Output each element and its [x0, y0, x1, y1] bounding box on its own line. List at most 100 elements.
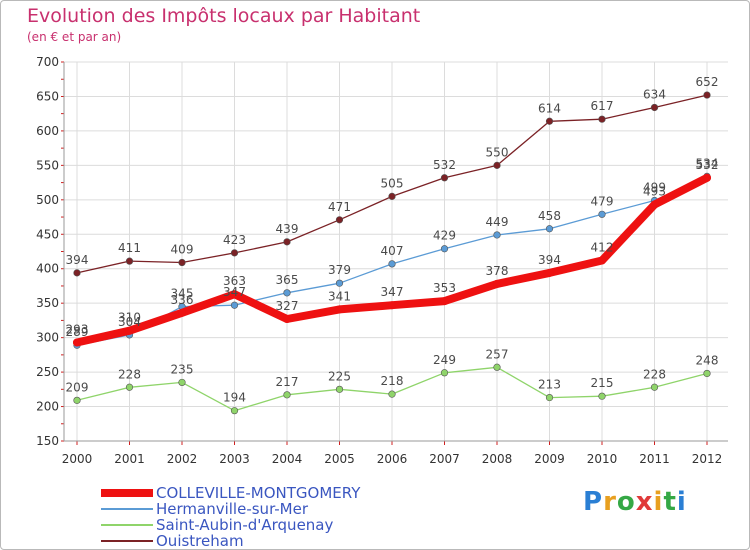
data-point — [388, 260, 396, 268]
data-point — [493, 363, 501, 371]
x-tick-label: 2002 — [167, 452, 198, 466]
data-label: 394 — [538, 253, 561, 267]
data-label: 336 — [171, 293, 194, 307]
data-point — [650, 383, 659, 391]
data-point — [230, 249, 239, 257]
y-tick-label: 350 — [36, 296, 59, 310]
data-point — [388, 390, 396, 398]
data-label: 217 — [276, 375, 299, 389]
data-point — [178, 308, 186, 317]
data-point — [230, 407, 239, 415]
logo-letter: i — [653, 487, 664, 517]
data-point — [283, 289, 291, 297]
logo-letter: o — [616, 487, 636, 517]
data-label: 257 — [486, 347, 509, 361]
data-point — [703, 91, 711, 99]
x-tick-label: 2005 — [324, 452, 355, 466]
data-label: 304 — [118, 315, 141, 329]
legend-label: COLLEVILLE-MONTGOMERY — [156, 484, 361, 502]
chart-title: Evolution des Impôts locaux par Habitant — [27, 5, 421, 27]
y-tick-label: 200 — [36, 400, 59, 414]
data-label: 228 — [118, 367, 141, 381]
data-point — [440, 369, 449, 377]
legend-label: Ouistreham — [156, 532, 244, 550]
legend-swatch — [101, 489, 153, 497]
y-tick-label: 150 — [36, 434, 59, 448]
data-point — [493, 231, 501, 239]
logo-letter: t — [663, 487, 677, 517]
data-point — [73, 269, 81, 277]
data-label: 409 — [171, 243, 194, 257]
data-label: 634 — [643, 87, 666, 101]
data-point — [125, 383, 134, 391]
y-tick-label: 700 — [36, 55, 59, 69]
data-label: 379 — [328, 263, 351, 277]
data-label: 353 — [433, 281, 456, 295]
data-label: 532 — [433, 158, 456, 172]
data-label: 407 — [381, 244, 404, 258]
data-label: 225 — [328, 369, 351, 383]
data-point — [283, 391, 291, 399]
data-point — [440, 297, 449, 306]
data-label: 534 — [696, 156, 719, 170]
data-label: 248 — [696, 353, 719, 367]
x-tick-label: 2009 — [534, 452, 565, 466]
data-point — [545, 393, 554, 402]
logo-letter: x — [635, 487, 654, 517]
data-point — [125, 326, 134, 335]
data-point — [335, 385, 344, 393]
data-point — [73, 396, 81, 404]
x-tick-label: 2012 — [692, 452, 723, 466]
data-label: 310 — [118, 311, 141, 325]
data-label: 499 — [643, 181, 666, 195]
data-label: 347 — [381, 285, 404, 299]
data-label: 365 — [276, 273, 299, 287]
data-point — [73, 338, 81, 347]
legend-swatch — [101, 508, 153, 510]
data-label: 293 — [66, 322, 89, 336]
data-label: 347 — [223, 285, 246, 299]
x-tick-label: 2003 — [219, 452, 250, 466]
data-point — [545, 117, 554, 125]
data-point — [598, 392, 606, 400]
data-label: 249 — [433, 353, 456, 367]
data-point — [545, 225, 554, 233]
proxiti-logo: Proxiti — [583, 487, 687, 517]
data-label: 289 — [66, 325, 89, 339]
data-label: 411 — [118, 241, 141, 255]
data-point — [650, 200, 659, 209]
data-label: 614 — [538, 101, 561, 115]
data-point — [598, 115, 606, 123]
y-tick-label: 600 — [36, 124, 59, 138]
legend-label: Saint-Aubin-d'Arquenay — [156, 516, 334, 534]
plot-area — [64, 62, 728, 441]
data-point — [650, 103, 659, 112]
data-label: 550 — [486, 145, 509, 159]
data-label: 652 — [696, 75, 719, 89]
data-label: 458 — [538, 209, 561, 223]
data-label: 394 — [66, 253, 89, 267]
data-label: 505 — [381, 176, 404, 190]
data-label: 228 — [643, 367, 666, 381]
y-tick-label: 450 — [36, 227, 59, 241]
data-label: 213 — [538, 378, 561, 392]
data-point — [230, 301, 239, 309]
data-point — [335, 279, 344, 287]
data-label: 617 — [591, 99, 614, 113]
data-label: 345 — [171, 287, 194, 301]
y-tick-label: 550 — [36, 158, 59, 172]
data-label: 471 — [328, 200, 351, 214]
x-tick-label: 2001 — [114, 452, 145, 466]
data-point — [703, 173, 711, 182]
data-point — [440, 245, 449, 253]
x-tick-label: 2008 — [482, 452, 513, 466]
data-label: 235 — [171, 362, 194, 376]
x-tick-label: 2000 — [62, 452, 93, 466]
data-point — [598, 210, 606, 218]
logo-letter: r — [603, 487, 617, 517]
data-label: 493 — [643, 185, 666, 199]
data-point — [230, 290, 239, 299]
data-point — [178, 378, 186, 387]
